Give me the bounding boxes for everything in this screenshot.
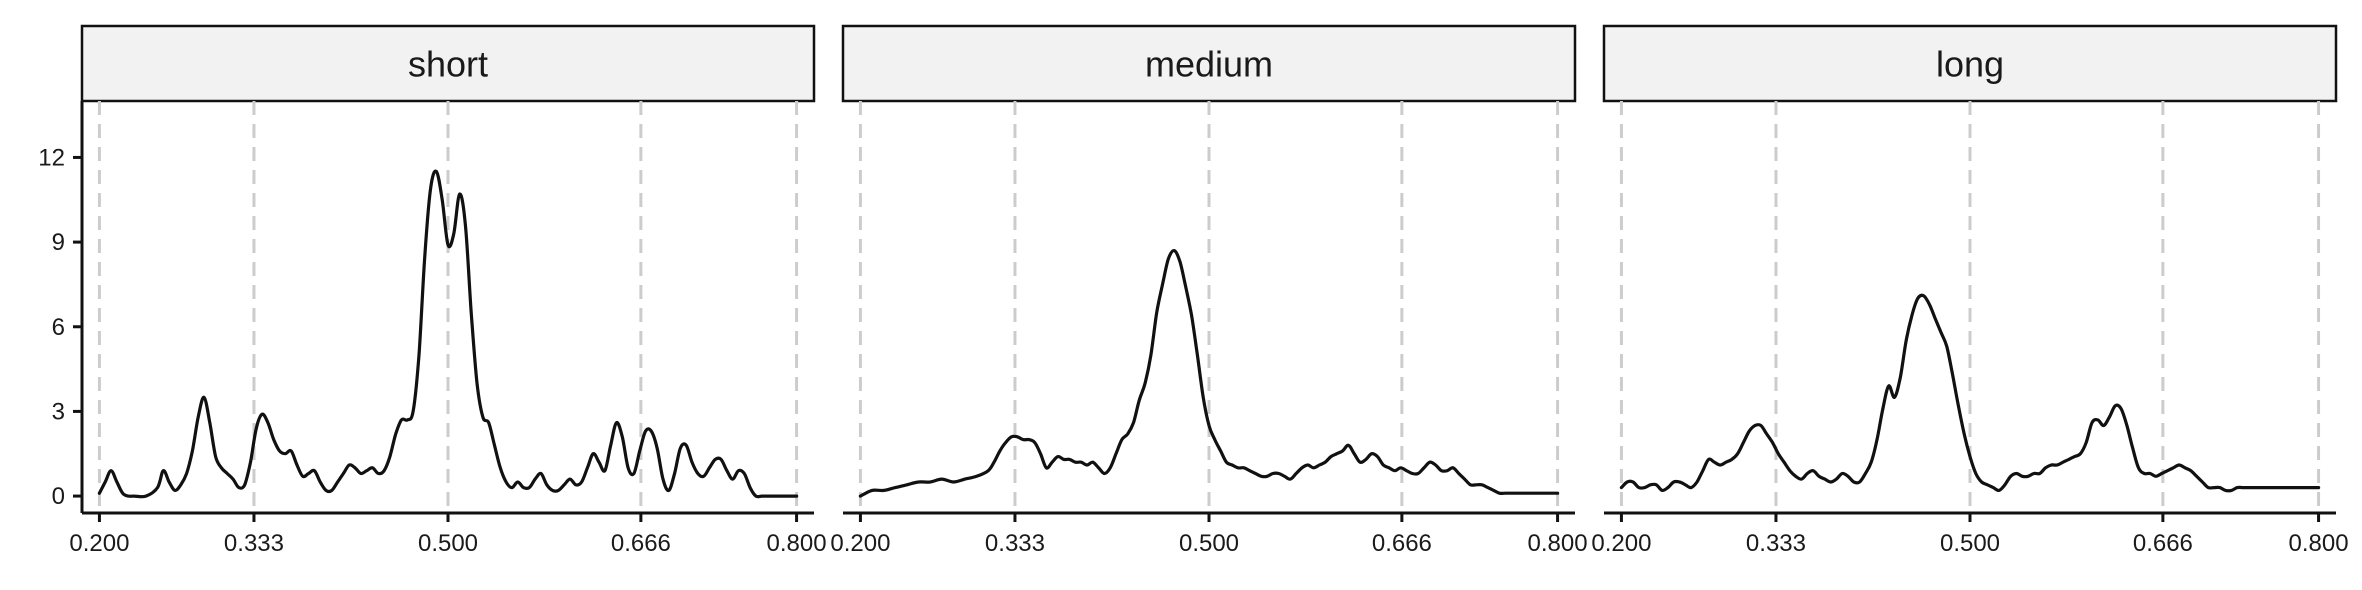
strip-label: medium — [1145, 44, 1273, 85]
x-tick-label-2: 0.500 — [418, 530, 478, 557]
y-tick-label-3: 9 — [52, 229, 65, 256]
x-tick-label-3: 0.666 — [2133, 530, 2193, 557]
x-tick-label-3: 0.666 — [611, 530, 671, 557]
x-tick-label-4: 0.800 — [767, 530, 827, 557]
panel-short: short 0.200 0.333 0.500 0.666 0.800 — [69, 24, 827, 557]
x-tick-label-2: 0.500 — [1940, 530, 2000, 557]
x-tick-label-1: 0.333 — [224, 530, 284, 557]
y-tick-label-0: 0 — [52, 483, 65, 510]
x-tick-label-4: 0.800 — [2289, 530, 2349, 557]
panel-long: long 0.200 0.333 0.500 0.666 0.800 — [1591, 24, 2349, 557]
x-tick-label-1: 0.333 — [1746, 530, 1806, 557]
y-tick-label-2: 6 — [52, 314, 65, 341]
y-tick-label-1: 3 — [52, 398, 65, 425]
panel-medium: medium 0.200 0.333 0.500 0.666 0.800 — [830, 24, 1588, 557]
x-tick-label-0: 0.200 — [1591, 530, 1651, 557]
density-line-long — [1619, 293, 2321, 493]
strip-label: short — [408, 44, 488, 85]
x-tick-label-1: 0.333 — [985, 530, 1045, 557]
x-tick-label-3: 0.666 — [1372, 530, 1432, 557]
x-tick-label-4: 0.800 — [1528, 530, 1588, 557]
x-tick-label-2: 0.500 — [1179, 530, 1239, 557]
density-line-medium — [858, 248, 1560, 498]
strip-box — [1602, 24, 2338, 103]
x-tick-label-0: 0.200 — [830, 530, 890, 557]
x-tick-label-0: 0.200 — [69, 530, 129, 557]
y-tick-label-4: 12 — [38, 144, 65, 171]
strip-label: long — [1936, 44, 2004, 85]
density-line-short — [97, 169, 799, 499]
